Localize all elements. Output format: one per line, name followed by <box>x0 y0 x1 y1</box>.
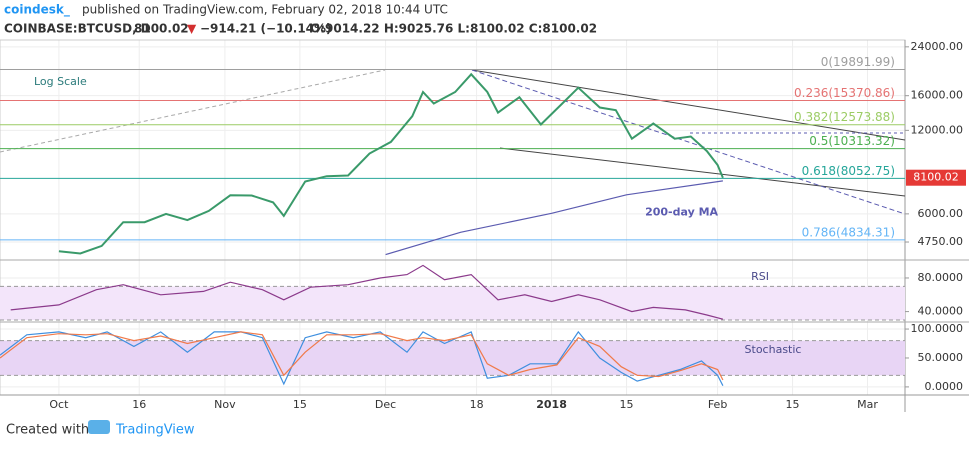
y-tick-label: 0.0000 <box>925 380 964 393</box>
series-line <box>0 331 724 381</box>
y-tick-label: 4750.00 <box>918 235 964 248</box>
fib-label: 0.618(8052.75) <box>802 164 895 178</box>
band <box>0 286 905 320</box>
published: published on TradingView.com, February 0… <box>82 3 448 17</box>
arrow: ▼ <box>187 22 197 36</box>
y-tick-label: 24000.00 <box>911 40 964 53</box>
created-with: Created with <box>6 423 89 438</box>
channel-line <box>499 147 906 197</box>
series-line <box>385 180 723 256</box>
series-label: 200-day MA <box>645 205 718 218</box>
annotation: Log Scale <box>34 75 87 88</box>
trend-line <box>471 69 906 215</box>
symbol: COINBASE:BTCUSD, D <box>4 22 151 36</box>
fib-label: 0.786(4834.31) <box>802 225 895 239</box>
y-tick-label: 16000.00 <box>911 89 964 102</box>
trend-line <box>0 69 386 153</box>
ohlc: O:9014.22 H:9025.76 L:8100.02 C:8100.02 <box>310 22 597 36</box>
change: −914.21 (−10.14%) <box>200 22 332 36</box>
x-tick-label: Oct <box>49 398 69 411</box>
x-tick-label: 18 <box>470 398 484 411</box>
pane-title: Stochastic <box>745 343 802 356</box>
brand[interactable]: TradingView <box>115 423 195 438</box>
pane-title: RSI <box>751 270 769 283</box>
x-tick-label: 16 <box>132 398 146 411</box>
y-tick-label: 40.0000 <box>918 305 964 318</box>
x-tick-label: 15 <box>620 398 634 411</box>
fib-label: 0(19891.99) <box>821 55 895 69</box>
fib-label: 0.5(10313.32) <box>809 134 895 148</box>
fib-label: 0.382(12573.88) <box>794 110 895 124</box>
y-tick-label: 50.0000 <box>918 351 964 364</box>
series-line <box>0 330 724 386</box>
series-line <box>10 264 724 320</box>
price: 8100.02 <box>134 22 189 36</box>
last-price-label: 8100.02 <box>913 171 959 184</box>
x-tick-label: Mar <box>857 398 878 411</box>
last-price-box <box>906 169 966 186</box>
x-tick-label: 15 <box>293 398 307 411</box>
x-tick-label: Nov <box>214 398 236 411</box>
band <box>0 340 905 376</box>
y-tick-label: 6000.00 <box>918 207 964 220</box>
x-tick-label: 15 <box>786 398 800 411</box>
publisher[interactable]: coindesk_ <box>4 3 70 18</box>
fib-label: 0.236(15370.86) <box>794 86 895 100</box>
y-tick-label: 100.0000 <box>911 322 964 335</box>
y-tick-label: 80.0000 <box>918 271 964 284</box>
x-tick-label: Dec <box>375 398 396 411</box>
y-tick-label: 12000.00 <box>911 123 964 136</box>
channel-line <box>471 69 906 141</box>
logo <box>88 420 110 434</box>
series-line <box>58 72 724 255</box>
x-tick-label: 2018 <box>536 398 567 411</box>
x-tick-label: Feb <box>708 398 727 411</box>
